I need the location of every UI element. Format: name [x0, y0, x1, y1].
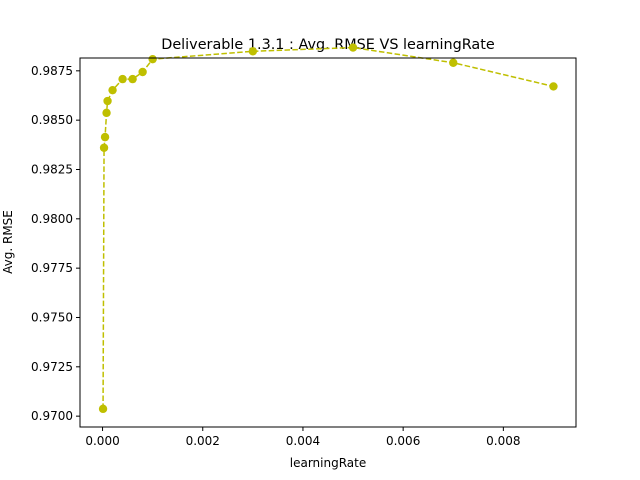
y-tick-label: 0.9725 [31, 360, 73, 374]
x-tick-label: 0.002 [186, 434, 220, 448]
x-axis: 0.000 0.002 0.004 0.006 0.008 [85, 427, 521, 448]
axes-frame [79, 57, 577, 428]
x-axis-label: learningRate [290, 456, 366, 470]
x-tick-label: 0.000 [85, 434, 119, 448]
plot-area [98, 43, 558, 414]
y-axis: 0.9700 0.9725 0.9750 0.9775 0.9800 0.9825 0.98… [31, 64, 80, 423]
data-point [248, 47, 258, 56]
y-axis-label: Avg. RMSE [1, 210, 15, 274]
series-line [102, 46, 554, 409]
data-point [118, 74, 127, 84]
data-point [348, 43, 358, 52]
data-point [98, 404, 108, 414]
chart-title: Deliverable 1.3.1 : Avg. RMSE VS learnin… [161, 37, 495, 53]
data-point [100, 132, 110, 142]
y-tick-label: 0.9825 [31, 162, 73, 176]
x-tick-label: 0.008 [486, 434, 520, 448]
y-tick-label: 0.9700 [31, 409, 73, 423]
y-tick-label: 0.9875 [31, 64, 73, 78]
data-point [102, 108, 111, 118]
data-point [549, 82, 558, 91]
data-point [138, 67, 147, 77]
x-tick-label: 0.006 [386, 434, 420, 448]
data-point [449, 58, 458, 67]
x-tick-label: 0.004 [286, 434, 320, 448]
data-point [128, 74, 137, 84]
data-point [108, 85, 117, 95]
y-tick-label: 0.9850 [31, 113, 73, 127]
y-tick-label: 0.9800 [31, 212, 73, 226]
data-point [148, 54, 157, 64]
data-point [99, 143, 109, 152]
data-point [103, 96, 112, 106]
y-tick-label: 0.9775 [31, 261, 73, 275]
y-tick-label: 0.9750 [31, 310, 73, 324]
